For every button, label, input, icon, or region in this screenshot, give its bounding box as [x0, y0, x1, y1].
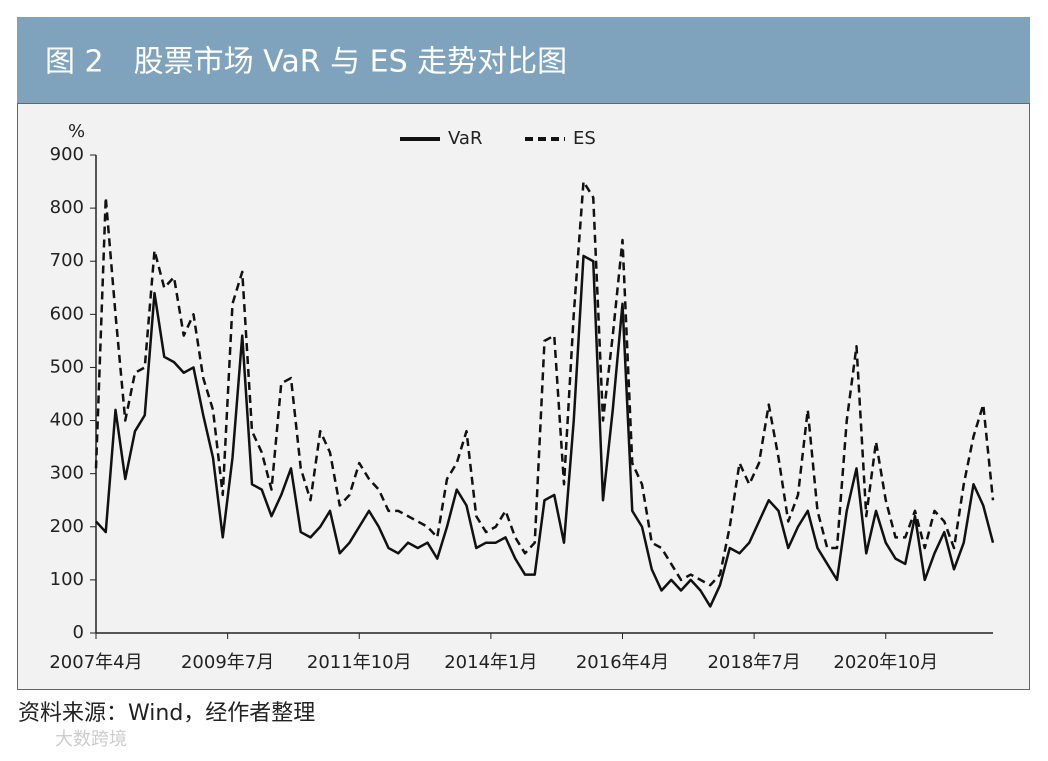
watermark: 大数跨境	[55, 729, 127, 750]
y-tick-label: 0	[73, 622, 84, 643]
y-tick-label: 200	[50, 516, 84, 537]
y-tick-label: 600	[50, 303, 84, 324]
y-tick-label: 300	[50, 463, 84, 484]
y-tick-label: 100	[50, 569, 84, 590]
x-tick-label: 2009年7月	[181, 652, 274, 673]
y-axis-label: %	[68, 121, 85, 142]
x-tick-label: 2016年4月	[576, 652, 669, 673]
source-note: 资料来源：Wind，经作者整理	[18, 701, 315, 726]
y-tick-label: 400	[50, 410, 84, 431]
x-tick-label: 2014年1月	[444, 652, 537, 673]
legend-label: ES	[573, 128, 596, 149]
plot-frame	[17, 103, 1030, 690]
y-tick-label: 500	[50, 356, 84, 377]
y-tick-label: 900	[50, 144, 84, 165]
x-tick-label: 2007年4月	[49, 652, 142, 673]
series-line	[94, 180, 995, 587]
y-tick-label: 800	[50, 197, 84, 218]
series-line	[95, 254, 995, 608]
title-bar	[17, 17, 1030, 103]
x-tick-label: 2018年7月	[707, 652, 800, 673]
chart-title: 图 2 股票市场 VaR 与 ES 走势对比图	[45, 45, 567, 80]
y-tick-label: 700	[50, 250, 84, 271]
legend-label: VaR	[448, 128, 482, 149]
x-tick-label: 2011年10月	[307, 652, 412, 673]
x-tick-label: 2020年10月	[833, 652, 938, 673]
